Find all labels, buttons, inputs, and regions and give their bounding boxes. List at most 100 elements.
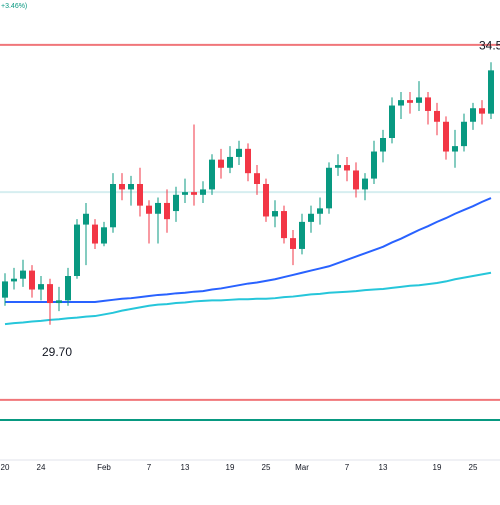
candle bbox=[110, 173, 116, 233]
candle-body bbox=[380, 138, 386, 152]
candle-body bbox=[218, 159, 224, 168]
candle-body bbox=[2, 281, 8, 298]
candle-body bbox=[155, 202, 161, 214]
candle-body bbox=[326, 167, 332, 209]
candle bbox=[380, 129, 386, 163]
candle bbox=[20, 259, 26, 287]
candle bbox=[47, 278, 53, 325]
x-tick-label: 20 bbox=[1, 463, 10, 472]
candle-body bbox=[92, 224, 98, 244]
candle bbox=[335, 154, 341, 176]
candle-body bbox=[416, 97, 422, 103]
candle-body bbox=[434, 110, 440, 122]
candle-body bbox=[137, 184, 143, 206]
candle-body bbox=[191, 192, 197, 195]
candle-body bbox=[371, 151, 377, 179]
candle-body bbox=[227, 156, 233, 168]
candle-body bbox=[452, 146, 458, 152]
candle bbox=[74, 219, 80, 279]
candle bbox=[362, 173, 368, 201]
candle-body bbox=[173, 194, 179, 212]
candle-body bbox=[407, 100, 413, 103]
x-tick-label: Mar bbox=[295, 463, 309, 472]
candle-body bbox=[470, 108, 476, 122]
candle-body bbox=[398, 100, 404, 106]
candle bbox=[83, 202, 89, 266]
candle-body bbox=[236, 148, 242, 157]
candle-body bbox=[101, 227, 107, 244]
candle-body bbox=[47, 284, 53, 304]
candle-body bbox=[164, 202, 170, 220]
candle bbox=[353, 162, 359, 198]
candle bbox=[290, 230, 296, 266]
candle bbox=[128, 175, 134, 206]
candle-body bbox=[38, 284, 44, 290]
candle bbox=[191, 124, 197, 206]
candle-body bbox=[110, 184, 116, 228]
candle bbox=[56, 286, 62, 312]
candle-body bbox=[443, 121, 449, 152]
candle bbox=[281, 205, 287, 244]
candle-body bbox=[389, 105, 395, 138]
candle-body bbox=[20, 270, 26, 279]
header-change: +3.46%) bbox=[1, 3, 27, 10]
candle-body bbox=[308, 213, 314, 222]
candle bbox=[209, 154, 215, 195]
candle bbox=[182, 178, 188, 203]
candle bbox=[425, 92, 431, 125]
x-tick-label: 19 bbox=[226, 463, 235, 472]
candle bbox=[470, 102, 476, 130]
candle-body bbox=[209, 159, 215, 190]
candle bbox=[65, 267, 71, 306]
candle bbox=[236, 140, 242, 166]
candle bbox=[416, 81, 422, 111]
candle-body bbox=[281, 211, 287, 239]
candle-body bbox=[488, 70, 494, 114]
candle bbox=[263, 178, 269, 222]
candle bbox=[317, 197, 323, 225]
candle bbox=[2, 273, 8, 306]
candle bbox=[92, 219, 98, 249]
candle-body bbox=[353, 170, 359, 190]
price-annotation: 34.55 bbox=[479, 38, 500, 52]
candle-body bbox=[74, 224, 80, 276]
candle-body bbox=[146, 205, 152, 214]
candle bbox=[299, 213, 305, 255]
x-tick-label: 19 bbox=[433, 463, 442, 472]
candle-body bbox=[119, 184, 125, 190]
candle bbox=[272, 200, 278, 228]
x-tick-label: 13 bbox=[379, 463, 388, 472]
candle bbox=[155, 197, 161, 244]
candle bbox=[488, 62, 494, 120]
candle-body bbox=[290, 238, 296, 249]
candle bbox=[38, 276, 44, 301]
candle-body bbox=[317, 208, 323, 214]
candle-body bbox=[200, 189, 206, 195]
x-tick-label: Feb bbox=[97, 463, 111, 472]
x-tick-label: 25 bbox=[469, 463, 478, 472]
candle-body bbox=[362, 178, 368, 190]
moving-average bbox=[5, 197, 492, 303]
candle-body bbox=[299, 221, 305, 249]
candle-body bbox=[29, 270, 35, 290]
candle bbox=[146, 200, 152, 244]
x-tick-label: 13 bbox=[181, 463, 190, 472]
candle bbox=[398, 92, 404, 120]
x-tick-label: 7 bbox=[147, 463, 152, 472]
x-tick-label: 7 bbox=[345, 463, 350, 472]
candle bbox=[308, 205, 314, 233]
candle-body bbox=[344, 165, 350, 171]
price-annotation: 29.70 bbox=[42, 345, 72, 359]
candle-body bbox=[245, 148, 251, 174]
candle-body bbox=[335, 165, 341, 168]
candle bbox=[11, 267, 17, 290]
candle bbox=[371, 140, 377, 184]
candle-body bbox=[425, 97, 431, 111]
candle-body bbox=[56, 300, 62, 304]
candle bbox=[344, 156, 350, 182]
candle bbox=[434, 102, 440, 136]
candle bbox=[218, 148, 224, 179]
candle-body bbox=[254, 173, 260, 184]
candle bbox=[326, 162, 332, 214]
